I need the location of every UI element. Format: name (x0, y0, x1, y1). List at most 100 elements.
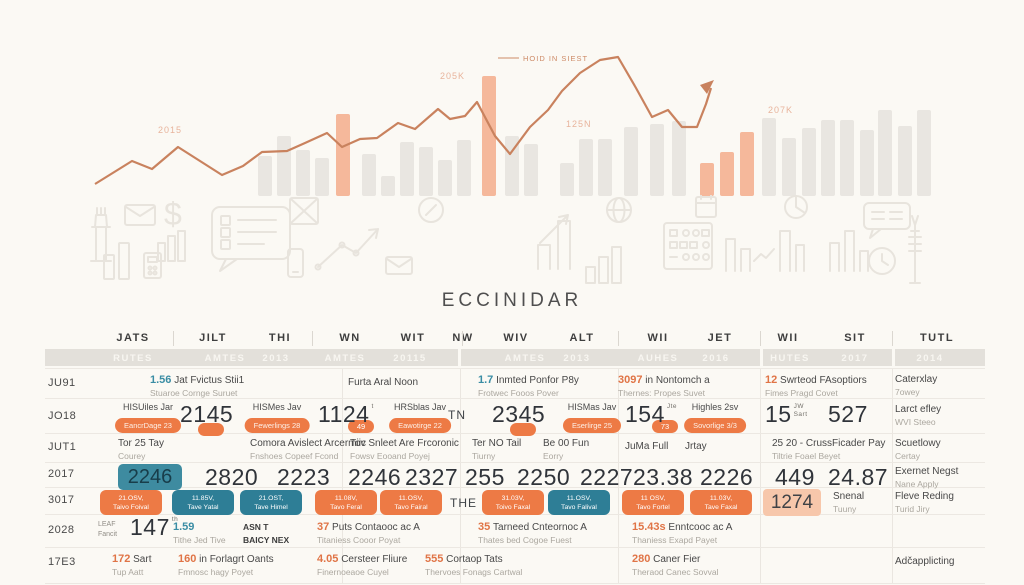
cell-title-text: Tarneed Cnteornoc A (490, 522, 587, 533)
page-title: ECCINIDAR (441, 290, 583, 311)
column-header: WN (339, 332, 361, 344)
plain-text: TN (448, 408, 466, 422)
cell-subtitle: Thernes: Propes Suvet (618, 388, 705, 398)
phone-icon (287, 248, 304, 278)
chart-bar (560, 163, 574, 196)
band-year-label: 2013 (563, 352, 591, 364)
compass-icon (418, 197, 444, 223)
highlight-box: 2246 (118, 464, 182, 490)
big-number-value: 154 (625, 401, 665, 427)
status-badge: EancrDage 23 (115, 418, 181, 433)
cell-subtitle: Turid Jiry (895, 504, 930, 514)
label-badge-group: Highles 2sv Sovorlige 3/3 (684, 402, 746, 433)
chat-bubbles-icon (863, 202, 911, 239)
badge-group-label: Highles 2sv (691, 402, 739, 412)
cell-title: Scuetlowy (895, 438, 941, 449)
header-divider (760, 331, 761, 346)
big-number: 449 (775, 466, 815, 489)
column-header: WIT (400, 332, 426, 344)
label-badge-group: HISUiles Jar EancrDage 23 (115, 402, 181, 433)
big-number: 2227 (580, 466, 633, 489)
badge-group-label: HISUiles Jar (122, 402, 174, 412)
cell-title-text: LEAF (98, 521, 116, 528)
grid-line-horizontal (45, 368, 985, 369)
chart-bar (624, 127, 638, 196)
data-cell: 15.43s Enntcooc ac A Thaniess Exapd Payet (632, 521, 732, 545)
metric-badge (198, 423, 224, 436)
big-number-value: 255 (465, 464, 505, 490)
data-cell: JuMa Full (625, 441, 668, 452)
big-number-value: 2223 (277, 464, 331, 490)
superscript: t (371, 403, 374, 410)
chart-annotation: 125N (566, 119, 592, 129)
cell-subtitle: Tiltrie Foael Beyet (772, 451, 841, 461)
data-cell: 4.05 Cersteer Fliure Finernoeaoe Cuyel (317, 553, 407, 577)
cell-subtitle: Titaniess Cooor Poyat (317, 535, 401, 545)
chart-bar (878, 110, 892, 196)
data-cell: 555 Cortaop Tats Thervoes Fonags Cartwal (425, 553, 522, 577)
status-badge: Sovorlige 3/3 (684, 418, 746, 433)
big-number: 2226 (700, 466, 753, 489)
data-cell: Be 00 Fun Eorry (543, 438, 589, 461)
status-badge: Eserlirge 25 (562, 418, 622, 433)
pill-line-1: 11 OSV, (640, 494, 666, 502)
svg-text:$: $ (164, 196, 182, 232)
cell-title: Jrtay (685, 441, 707, 452)
chart-bar (802, 128, 816, 196)
cell-title-text: Snenal (833, 491, 865, 502)
band-year-label: HUTES (770, 352, 810, 364)
cell-subtitle: Thates bed Cogoe Fuest (478, 535, 572, 545)
clock-icon (868, 247, 896, 275)
chart-bar (524, 144, 538, 196)
grid-line-horizontal (45, 547, 985, 548)
data-cell: 160 in Forlagrt Oants Fmnosc hagy Poyet (178, 553, 274, 577)
pill-line-1: 11.03V, (709, 494, 733, 502)
pill-line-1: 31.03V, (501, 494, 525, 502)
chart-bar (381, 176, 395, 196)
big-number-value: 15 (765, 401, 792, 427)
band-year-label: 2014 (916, 352, 944, 364)
cell-subtitle: Certay (895, 451, 921, 461)
accent-value: 35 (478, 521, 491, 533)
cell-title-text: Exernet Negst (895, 466, 959, 477)
chart-bar (782, 138, 796, 196)
metric-badge: 49 (348, 420, 374, 433)
dollar-icon: $ (164, 196, 182, 232)
header-divider (312, 331, 313, 346)
big-number-value: 1124 (318, 401, 370, 427)
big-number: 255 (465, 466, 505, 489)
accent-bar (720, 152, 734, 196)
status-pill: 21.OST, Tave Himel (240, 490, 302, 515)
big-number-value: 2226 (700, 464, 754, 490)
cell-title: 3097 in Nontomch a (618, 374, 710, 386)
status-pill: 21.OSV, Taivo Foival (100, 490, 162, 515)
cell-title-text: in Nontomch a (642, 375, 710, 386)
cell-title: 172 Sart (112, 553, 151, 565)
cell-subtitle: Eorry (543, 451, 564, 461)
cell-subtitle: Courey (118, 451, 146, 461)
accent-value: 1.56 (150, 374, 172, 386)
column-header: SIT (844, 332, 866, 344)
big-number: 2820 (205, 466, 258, 489)
accent-value: 37 (317, 521, 330, 533)
band-divider (760, 349, 763, 366)
cell-title: Ter NO Tail (472, 438, 521, 449)
pill-line-1: 11.OSV, (566, 494, 592, 502)
big-number: 15 JW Sart (765, 403, 808, 426)
column-header: WII (777, 332, 799, 344)
accent-value: 555 (425, 553, 444, 565)
cell-subtitle: Fancit (98, 530, 118, 538)
data-cell: Ter NO Tail Tiurny (472, 438, 521, 461)
envelope-icon (124, 204, 156, 226)
cell-subtitle: Fowsv Eooand Poyej (350, 451, 430, 461)
cell-subtitle: Theraod Canec Sovval (632, 567, 719, 577)
cell-title-text: Fleve Reding (895, 491, 954, 502)
chart-bar (821, 120, 835, 196)
data-cell: 1.56 Jat Fvictus Stii1 Stuaroe Cornge Sur… (150, 374, 244, 398)
data-cell: 1.7 Inmted Ponfor P8y Frotwec Fooos Pover (478, 374, 579, 398)
pill-line-2: Tavo Falival (561, 503, 597, 511)
cell-title-text: Scuetlowy (895, 438, 941, 449)
pill-line-1: 11.OSV, (398, 494, 424, 502)
